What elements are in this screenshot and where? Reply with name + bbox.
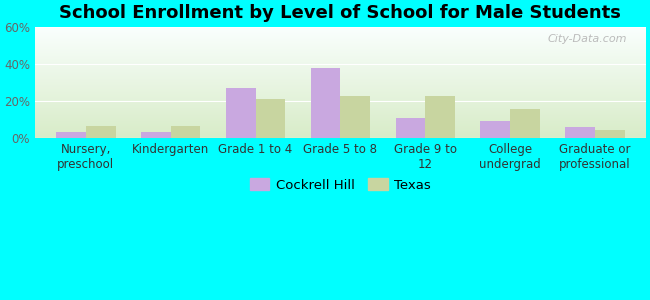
Bar (566, 127, 595, 139)
Bar (141, 132, 171, 139)
Title: School Enrollment by Level of School for Male Students: School Enrollment by Level of School for… (60, 4, 621, 22)
Bar (226, 88, 255, 139)
Bar (595, 130, 625, 139)
Bar (425, 95, 455, 139)
Text: City-Data.com: City-Data.com (548, 34, 627, 44)
Bar (480, 121, 510, 139)
Bar (57, 132, 86, 139)
Bar (86, 126, 116, 139)
Bar (311, 68, 341, 139)
Bar (171, 126, 200, 139)
Bar (510, 109, 540, 139)
Legend: Cockrell Hill, Texas: Cockrell Hill, Texas (244, 173, 437, 197)
Bar (396, 118, 425, 139)
Bar (255, 99, 285, 139)
Bar (341, 97, 370, 139)
